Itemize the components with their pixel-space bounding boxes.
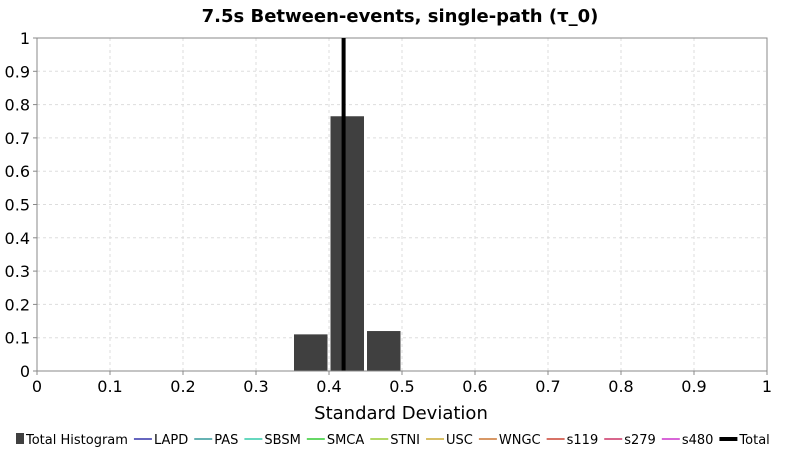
x-tick-label: 0	[32, 377, 42, 396]
legend-item: s119	[546, 433, 599, 448]
legend-item: s480	[661, 433, 714, 448]
y-tick-label: 0.2	[5, 295, 30, 314]
legend-item: WNGC	[478, 433, 541, 448]
legend-item: Total Histogram	[16, 433, 128, 448]
x-tick-label: 1	[762, 377, 772, 396]
legend-item: s279	[604, 433, 656, 448]
legend-label: SBSM	[264, 433, 300, 448]
legend-swatch	[16, 433, 24, 444]
x-tick-label: 0.5	[389, 377, 414, 396]
legend-item: USC	[426, 433, 473, 448]
legend-label: LAPD	[154, 433, 188, 448]
legend-item: Total	[719, 433, 770, 448]
legend-item: LAPD	[133, 433, 188, 448]
x-tick-label: 0.9	[681, 377, 706, 396]
x-tick-label: 0.3	[243, 377, 268, 396]
legend-label: USC	[446, 433, 473, 448]
x-axis-label: Standard Deviation	[314, 403, 488, 424]
legend-label: s119	[567, 433, 599, 448]
legend-label: PAS	[214, 433, 238, 448]
legend-item: SMCA	[306, 433, 365, 448]
y-tick-label: 0.7	[5, 129, 30, 148]
x-tick-label: 0.8	[608, 377, 633, 396]
legend-label: s279	[624, 433, 656, 448]
plot-area: 0 0.1 0.2 0.3 0.4 0.5 0.6 0.7 0.8 0.9 1 0 0.1 0.2 0.3 0…	[5, 29, 773, 396]
y-tick-label: 0.8	[5, 96, 30, 115]
y-tick-label: 0.5	[5, 196, 30, 215]
legend-label: s480	[682, 433, 714, 448]
legend-label: SMCA	[327, 433, 365, 448]
histogram-bar	[330, 116, 364, 371]
y-tick-label: 0.3	[5, 262, 30, 281]
x-tick-label: 0.6	[462, 377, 487, 396]
x-tick-label: 0.7	[535, 377, 560, 396]
legend: Total Histogram LAPD PAS SBSM SMCA STNI USC WNG…	[16, 433, 770, 448]
legend-item: SBSM	[244, 433, 301, 448]
x-tick-label: 0.4	[316, 377, 341, 396]
y-tick-label: 0	[20, 362, 30, 381]
y-tick-label: 1	[20, 29, 30, 48]
legend-label: Total	[738, 433, 769, 448]
x-tick-label: 0.1	[97, 377, 122, 396]
legend-item: PAS	[194, 433, 238, 448]
chart-title: 7.5s Between-events, single-path (τ_0)	[202, 6, 599, 27]
y-tick-label: 0.4	[5, 229, 30, 248]
histogram-bar	[294, 334, 328, 371]
legend-label: Total Histogram	[25, 433, 128, 448]
legend-item: STNI	[370, 433, 420, 448]
x-tick-label: 0.2	[170, 377, 195, 396]
legend-label: WNGC	[499, 433, 541, 448]
legend-label: STNI	[390, 433, 420, 448]
histogram-bar	[367, 331, 401, 371]
y-tick-label: 0.9	[5, 62, 30, 81]
y-tick-label: 0.1	[5, 329, 30, 348]
y-tick-label: 0.6	[5, 162, 30, 181]
